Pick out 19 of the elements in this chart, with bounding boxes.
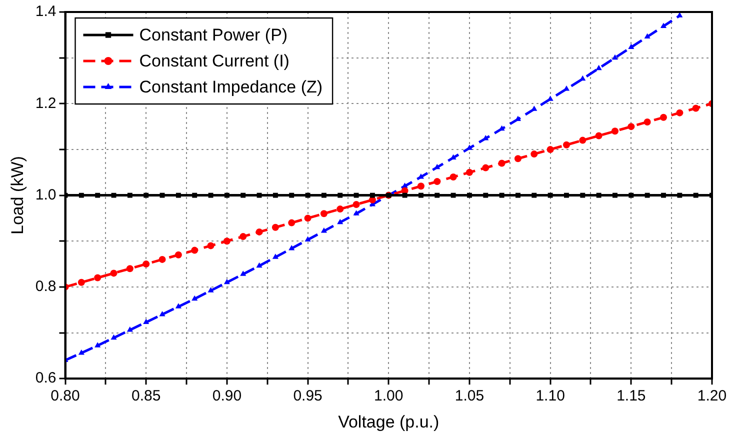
x-tick-label: 1.15 xyxy=(616,388,646,405)
legend-label: Constant Impedance (Z) xyxy=(139,78,323,97)
y-tick-label: 0.8 xyxy=(35,278,56,296)
x-tick-label: 1.00 xyxy=(374,388,404,405)
x-tick-label: 0.95 xyxy=(293,388,322,405)
y-tick-label: 1.4 xyxy=(35,3,56,20)
x-tick-label: 1.10 xyxy=(536,388,565,405)
x-tick-label: 0.90 xyxy=(212,388,242,405)
y-tick-label: 1.0 xyxy=(35,186,56,204)
x-tick-label: 1.20 xyxy=(697,388,727,405)
y-axis-title: Load (kW) xyxy=(8,156,27,235)
y-tick-label: 1.2 xyxy=(35,94,56,112)
legend-label: Constant Power (P) xyxy=(139,26,288,45)
x-tick-label: 0.80 xyxy=(50,388,80,405)
x-tick-label: 1.05 xyxy=(454,388,484,405)
x-axis-title: Voltage (p.u.) xyxy=(338,412,440,432)
legend-label: Constant Current (I) xyxy=(139,52,290,71)
x-tick-label: 0.85 xyxy=(131,388,161,405)
y-tick-label: 0.6 xyxy=(35,370,56,387)
